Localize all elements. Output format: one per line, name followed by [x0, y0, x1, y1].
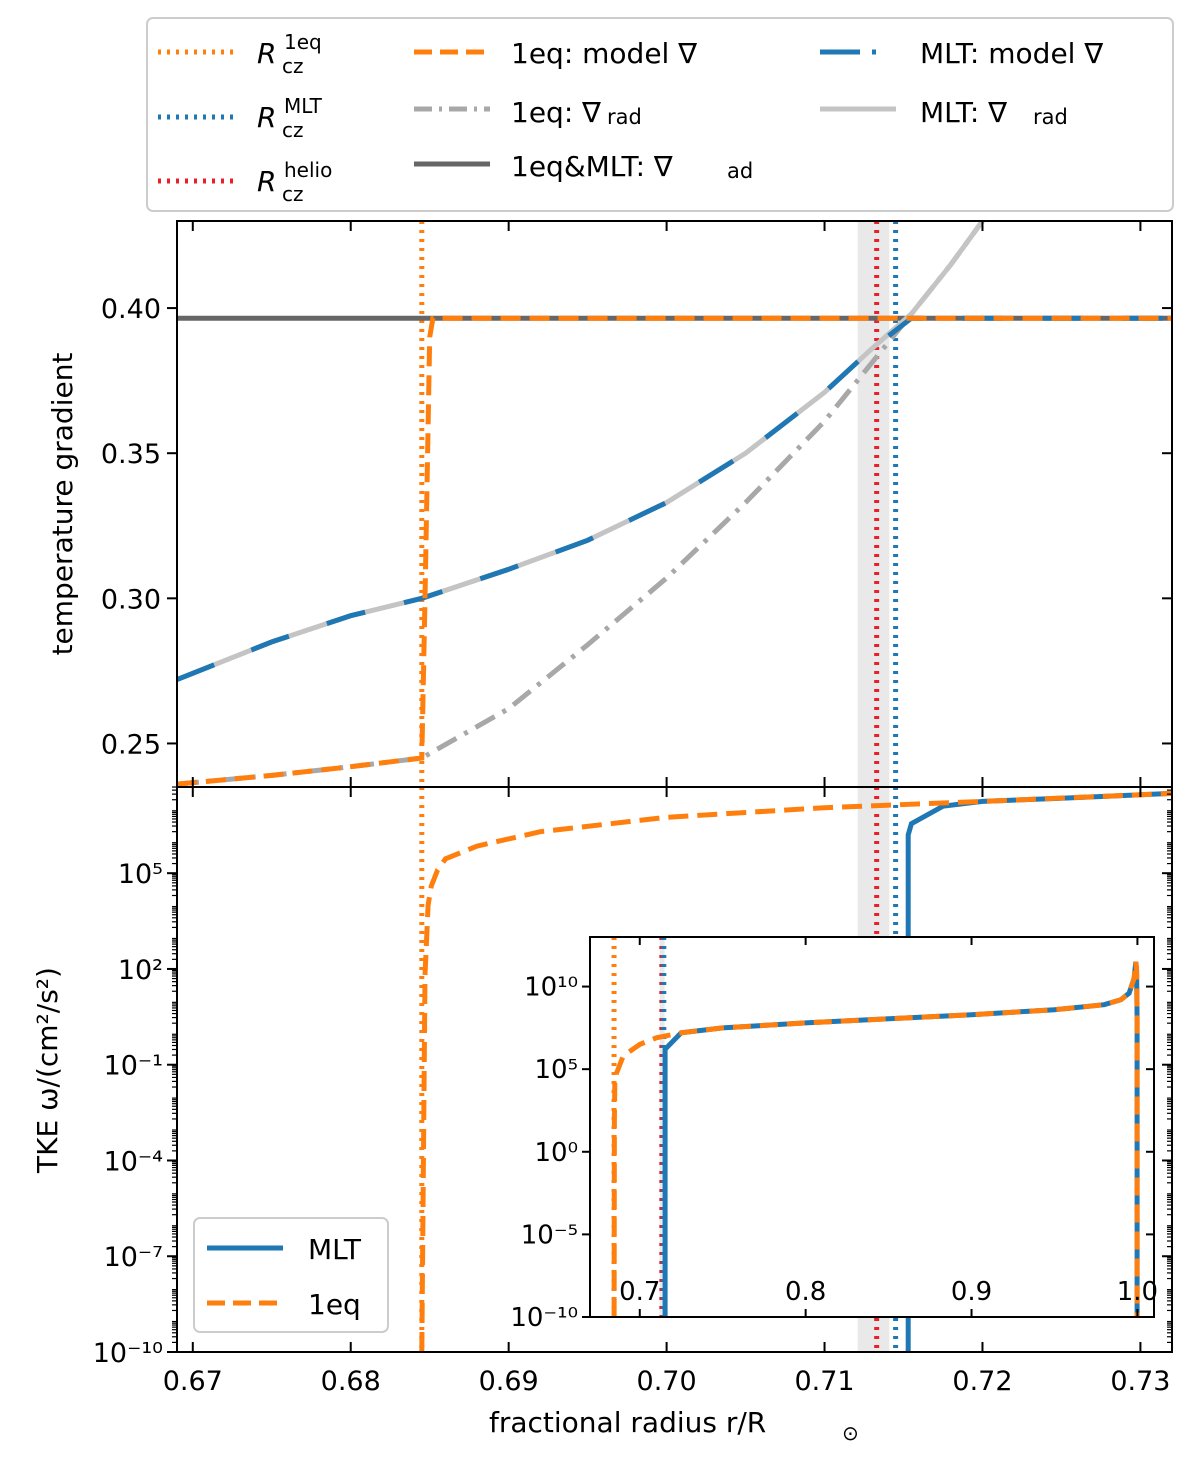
legend-frame: [146, 17, 1174, 212]
top-lines: [177, 221, 1172, 787]
bottom-y-tick-label: 10⁻⁷: [104, 1242, 163, 1273]
bottom-y-tick-label: 10²: [118, 955, 163, 986]
legend-entry-r-cz-mlt: R MLT cz: [158, 94, 323, 142]
x-axis-label-text: fractional radius r/R: [489, 1406, 766, 1439]
inset-x-tick-label: 0.7: [619, 1277, 660, 1307]
bottom-lines: [419, 790, 1172, 1352]
top-panel: 0.25 0.30 0.35 0.40 temperature gradient: [46, 220, 1173, 788]
top-y-tick-label: 0.25: [101, 729, 161, 760]
inset-frame: [589, 936, 1155, 1318]
inset-y-tick-label: 10⁻⁵: [521, 1220, 578, 1250]
legend-label-mlt-rad-sub: rad: [1033, 105, 1068, 129]
x-tick-label: 0.70: [637, 1366, 697, 1397]
series-tke-1eq: [419, 790, 1172, 1352]
legend-label-r-cz-mlt-base: R: [257, 101, 276, 134]
inset-panel: 10⁻¹⁰ 10⁻⁵ 10⁰ 10⁵ 10¹⁰ 0.7 0.8 0.9 1.0: [510, 936, 1158, 1333]
top-panel-frame: [176, 220, 1173, 788]
series-mlt-model-grad: [177, 315, 1172, 682]
inset-background: [590, 937, 1154, 1317]
bottom-y-tick-label: 10⁻¹⁰: [93, 1338, 163, 1369]
top-y-tick-label: 0.40: [101, 294, 161, 325]
x-axis-label-symbol: ⊙: [842, 1421, 859, 1445]
legend-label-r-cz-helio-sup: helio: [284, 158, 332, 182]
inset-y-tick-label: 10⁵: [534, 1055, 578, 1085]
legend-entry-1eq-rad: 1eq: ∇ rad: [414, 96, 642, 129]
inset-x-tick-label: 0.8: [785, 1277, 826, 1307]
inset-y-tick-label: 10⁻¹⁰: [510, 1303, 578, 1333]
top-y-ticks: 0.25 0.30 0.35 0.40: [101, 221, 1172, 787]
legend-label-mlt-rad: MLT: ∇: [920, 96, 1007, 129]
x-axis-label: fractional radius r/R ⊙: [489, 1406, 859, 1445]
x-tick-label: 0.73: [1110, 1366, 1170, 1397]
legend-entry-mlt-model: MLT: model ∇: [820, 37, 1103, 70]
bottom-y-tick-label: 10⁻¹: [104, 1051, 163, 1082]
series-1eq-model-grad: [177, 315, 1172, 787]
legend-entry-1eq-model: 1eq: model ∇: [414, 37, 697, 70]
legend-entry-grad-ad: 1eq&MLT: ∇ ad: [414, 150, 753, 183]
legend-label-r-cz-helio-sub: cz: [282, 182, 304, 206]
legend-entry-r-cz-1eq: R 1eq cz: [158, 30, 322, 78]
top-y-axis-label: temperature gradient: [46, 353, 79, 656]
legend-label-r-cz-1eq-sub: cz: [282, 54, 304, 78]
top-helio-band-rect: [857, 221, 890, 787]
legend-label-grad-ad: 1eq&MLT: ∇: [511, 150, 673, 183]
top-y-tick-label: 0.30: [101, 584, 161, 615]
x-tick-label: 0.67: [163, 1366, 223, 1397]
x-tick-label: 0.68: [321, 1366, 381, 1397]
bottom-legend-label-mlt: MLT: [308, 1233, 362, 1266]
legend-label-1eq-model: 1eq: model ∇: [511, 37, 697, 70]
bottom-y-tick-label: 10⁻⁴: [104, 1146, 163, 1177]
inset-y-tick-label: 10⁰: [534, 1138, 578, 1168]
legend-entry-r-cz-helio: R helio cz: [158, 158, 332, 206]
inset-lines: [611, 961, 1140, 1317]
inset-x-tick-label: 1.0: [1117, 1277, 1158, 1307]
x-tick-label: 0.69: [479, 1366, 539, 1397]
legend-label-grad-ad-sub: ad: [727, 159, 753, 183]
legend-label-mlt-model: MLT: model ∇: [920, 37, 1103, 70]
legend-label-r-cz-mlt-sub: cz: [282, 118, 304, 142]
legend-entry-mlt-rad: MLT: ∇ rad: [820, 96, 1068, 129]
x-tick-label: 0.72: [952, 1366, 1012, 1397]
legend-label-r-cz-helio-base: R: [257, 165, 276, 198]
top-helio-band: [857, 221, 890, 787]
inset-series-1eq: [611, 961, 1140, 1317]
legend-label-1eq-rad-sub: rad: [607, 105, 642, 129]
inset-x-tick-label: 0.9: [951, 1277, 992, 1307]
legend-label-r-cz-1eq-base: R: [257, 37, 276, 70]
top-y-tick-label: 0.35: [101, 439, 161, 470]
legend-label-r-cz-1eq-sup: 1eq: [284, 30, 322, 54]
bottom-legend: MLT 1eq: [193, 1217, 389, 1333]
x-tick-label: 0.71: [794, 1366, 854, 1397]
x-axis-ticks: 0.67 0.68 0.69 0.70 0.71 0.72 0.73: [163, 787, 1170, 1397]
bottom-y-ticks: 10⁻¹⁰ 10⁻⁷ 10⁻⁴ 10⁻¹ 10² 10⁵: [93, 786, 1172, 1369]
figure-legend: R 1eq cz R MLT cz R helio cz 1eq: model …: [146, 17, 1174, 212]
bottom-y-tick-label: 10⁵: [118, 859, 163, 890]
inset-ticks: 10⁻¹⁰ 10⁻⁵ 10⁰ 10⁵ 10¹⁰ 0.7 0.8 0.9 1.0: [510, 937, 1158, 1333]
legend-label-1eq-rad: 1eq: ∇: [511, 96, 601, 129]
bottom-legend-label-1eq: 1eq: [308, 1288, 361, 1321]
legend-label-r-cz-mlt-sup: MLT: [284, 94, 323, 118]
inset-y-tick-label: 10¹⁰: [524, 973, 578, 1003]
series-1eq-grad-rad: [177, 221, 985, 787]
bottom-y-axis-label: TKE ω/(cm²/s²): [31, 967, 64, 1174]
